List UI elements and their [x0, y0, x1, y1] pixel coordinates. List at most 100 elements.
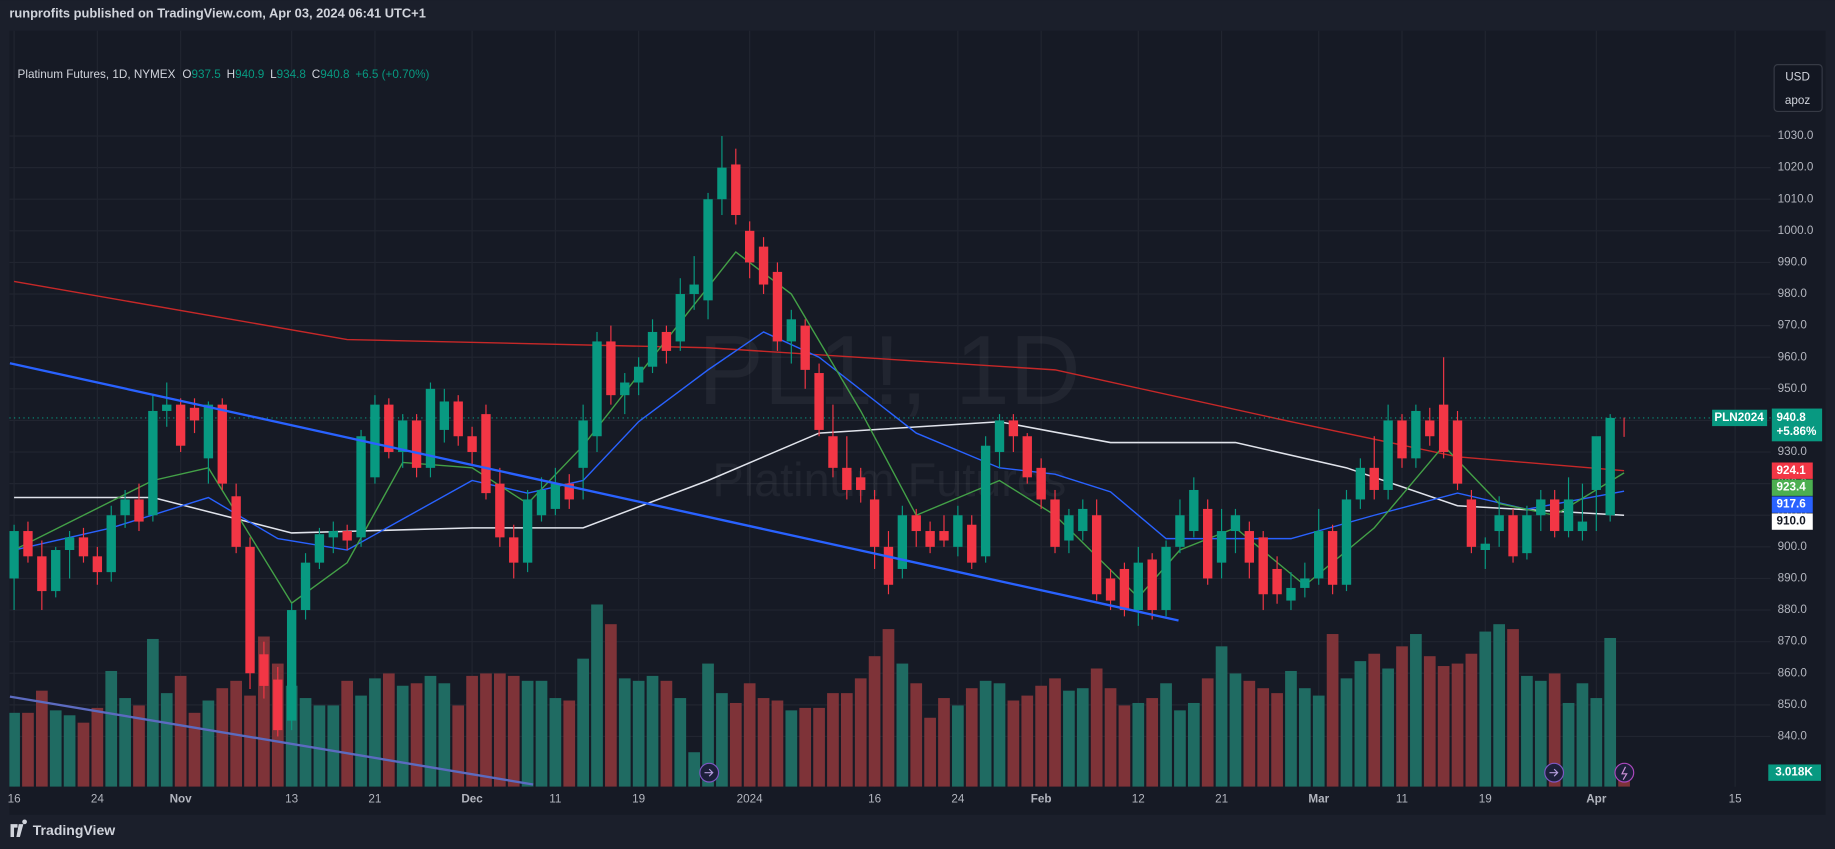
volume-bar: [1521, 675, 1533, 787]
volume-bar: [258, 636, 270, 787]
volume-bar: [688, 752, 701, 787]
candle-body: [1230, 515, 1241, 532]
volume-bar: [868, 656, 881, 787]
candle-body: [92, 556, 103, 573]
candle-body: [564, 483, 574, 500]
footer-logo: [10, 819, 27, 838]
y-tick-label: 930.0: [1778, 445, 1808, 458]
candle-body: [384, 404, 394, 453]
volume-bar: [1298, 688, 1311, 787]
volume-bar: [77, 722, 90, 787]
event-icon-bolt: [1621, 766, 1628, 780]
candle-body: [1050, 499, 1060, 547]
volume-bar: [355, 695, 367, 787]
volume-bar: [827, 693, 839, 787]
volume-bar: [466, 675, 478, 787]
x-tick-label: 21: [1215, 793, 1228, 806]
watermark-symbol: PL1!, 1D: [698, 315, 1080, 425]
y-tick-label: 950.0: [1778, 382, 1808, 395]
volume-bar: [1410, 634, 1422, 787]
candle-body: [1549, 499, 1560, 532]
candle-body: [606, 341, 616, 396]
candle-body: [481, 414, 491, 494]
candle-body: [64, 537, 75, 551]
ma-value-label: 924.1: [1776, 464, 1806, 477]
currency-box[interactable]: [1773, 64, 1823, 113]
event-icon-arrow: [704, 768, 714, 777]
ma-value-label: 910.0: [1776, 515, 1806, 528]
legend-key: L: [270, 68, 277, 81]
volume-bar: [1326, 634, 1339, 787]
watermark-name: Platinum Futures: [713, 454, 1067, 506]
x-tick-label: Feb: [1031, 793, 1052, 806]
volume-bar: [1437, 666, 1450, 787]
candle-body: [495, 483, 505, 538]
candle-body: [1064, 515, 1074, 541]
currency[interactable]: USD: [1785, 71, 1810, 84]
scale-mode[interactable]: apoz: [1785, 94, 1811, 107]
candle-body: [856, 477, 866, 490]
candle-body: [620, 382, 630, 396]
volume-bar: [327, 705, 340, 787]
y-tick-label: 870.0: [1778, 635, 1808, 648]
volume-bar: [1451, 663, 1464, 787]
publisher: runprofits published on TradingView.com,…: [9, 6, 426, 21]
candle-body: [411, 420, 422, 468]
candle-body: [1258, 537, 1268, 595]
volume-bar: [1562, 702, 1575, 787]
candle-body: [328, 531, 338, 538]
volume-bar: [535, 680, 548, 787]
volume-bar: [1243, 680, 1256, 787]
candle-body: [1133, 562, 1143, 611]
x-tick-label: 16: [868, 793, 881, 806]
candle-body: [717, 167, 727, 200]
candle-body: [1383, 420, 1393, 490]
volume-bar: [160, 693, 173, 787]
symbol-badge: [1712, 409, 1768, 427]
volume-bar: [369, 678, 381, 787]
legend-value: 937.5: [192, 68, 222, 81]
volume-bar: [660, 680, 673, 787]
x-tick-label: 11: [549, 793, 561, 806]
candle-body: [78, 537, 89, 557]
volume-bar: [1340, 678, 1353, 787]
volume-bar: [1548, 673, 1561, 787]
volume-bar: [702, 663, 714, 787]
volume-bar: [840, 693, 853, 787]
y-tick-label: 900.0: [1778, 540, 1808, 553]
y-tick-label: 990.0: [1778, 256, 1808, 269]
candle-body: [1577, 521, 1588, 532]
candle-body: [37, 556, 47, 592]
volume-bar: [1257, 688, 1270, 787]
volume-bar: [965, 688, 978, 787]
volume-bar: [1049, 678, 1061, 787]
volume-bar: [396, 685, 409, 787]
candle-body: [1425, 420, 1435, 437]
candle-body: [231, 496, 241, 547]
candle-body: [980, 445, 991, 557]
volume-bar: [1132, 702, 1145, 787]
volume-bar: [1534, 680, 1547, 787]
candle-body: [883, 546, 894, 585]
candle-body: [245, 546, 255, 674]
volume-bar: [91, 707, 104, 787]
legend-key: C: [312, 68, 320, 81]
ma-value-label: 923.4: [1776, 481, 1806, 494]
legend-value: 934.8: [277, 68, 306, 81]
volume-bar: [716, 693, 728, 787]
volume-bar: [743, 683, 756, 787]
candle-body: [633, 366, 644, 383]
x-tick-label: 16: [8, 793, 21, 806]
candle-body: [1091, 515, 1102, 595]
y-tick-label: 890.0: [1778, 572, 1808, 585]
volume-bar: [1063, 690, 1075, 787]
volume-bar: [1201, 678, 1214, 787]
volume-bar: [1604, 637, 1617, 787]
event-icon[interactable]: [1614, 762, 1635, 783]
candle-body: [1452, 420, 1463, 484]
x-tick-label: 13: [285, 793, 298, 806]
candle-body: [259, 654, 269, 686]
y-tick-label: 880.0: [1778, 603, 1808, 616]
